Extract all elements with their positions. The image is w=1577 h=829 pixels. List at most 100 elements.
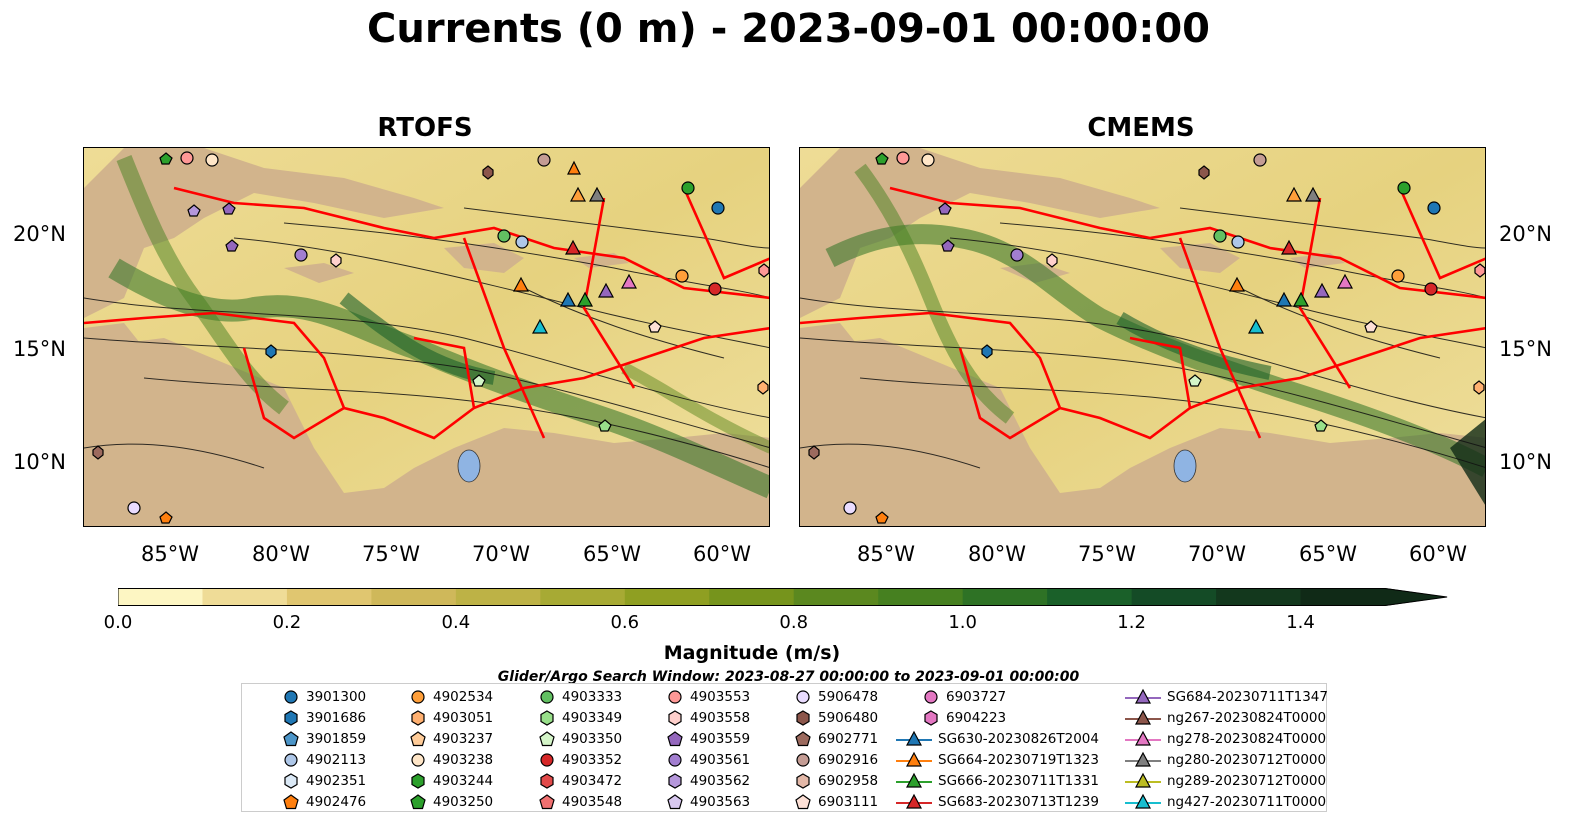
lon-tick-left-70: 70°W [472, 542, 530, 566]
legend-label: 4903472 [562, 773, 623, 789]
colorbar-segment [1300, 588, 1386, 606]
legend-label: 4903350 [562, 731, 623, 747]
legend-item: 3901300 [256, 687, 366, 707]
legend-item: 4903349 [512, 708, 622, 728]
legend-label: 6904223 [946, 710, 1007, 726]
legend-label: 4903563 [690, 794, 751, 810]
legend-item: 3901686 [256, 708, 366, 728]
colorbar-tick-label: 0.4 [441, 612, 471, 633]
colorbar-segment [202, 588, 288, 606]
legend-label: 4903051 [433, 710, 494, 726]
legend-label: ng267-20230824T0000 [1167, 710, 1327, 726]
legend-label: 4903559 [690, 731, 751, 747]
hexagon-marker-icon [411, 773, 425, 789]
legend-item: 4903352 [512, 750, 622, 770]
hexagon-marker-icon [411, 710, 425, 726]
legend-label: 6902958 [818, 773, 879, 789]
legend-item: ng289-20230712T0000 [1125, 771, 1326, 791]
legend-label: 4903238 [433, 752, 494, 768]
colorbar-segment [286, 588, 372, 606]
hexagon-marker-icon [540, 710, 554, 726]
legend-label: SG664-20230719T1323 [938, 752, 1099, 768]
colorbar-segment [371, 588, 457, 606]
triangle-marker-icon [896, 772, 932, 788]
triangle-marker-icon [1125, 730, 1161, 746]
legend-item: 4903051 [383, 708, 493, 728]
legend-label: 4903561 [690, 752, 751, 768]
legend-item: 4903558 [640, 708, 750, 728]
lat-tick-left-20: 20°N [13, 222, 66, 246]
legend-item: 4903562 [640, 771, 750, 791]
map-cmems-svg [800, 148, 1485, 526]
pentagon-marker-icon [667, 794, 683, 810]
legend-label: 4902476 [306, 794, 367, 810]
legend-item: 4903238 [383, 750, 493, 770]
triangle-marker-icon [896, 793, 932, 809]
legend-label: 5906478 [818, 689, 879, 705]
colorbar-segment [962, 588, 1048, 606]
colorbar-tick-label: 0.8 [779, 612, 809, 633]
legend-item: 6902771 [768, 729, 878, 749]
legend-label: 4902534 [433, 689, 494, 705]
legend-item: SG684-20230711T1347 [1125, 687, 1328, 707]
colorbar-outline [117, 588, 1448, 606]
legend-label: ng289-20230712T0000 [1167, 773, 1327, 789]
legend-item: 5906478 [768, 687, 878, 707]
map-cmems[interactable] [799, 147, 1486, 527]
hexagon-marker-icon [668, 710, 682, 726]
legend-label: ng280-20230712T0000 [1167, 752, 1327, 768]
colorbar-segment [1047, 588, 1133, 606]
colorbar-segment [540, 588, 626, 606]
colorbar [117, 588, 1448, 606]
legend-item: 4903333 [512, 687, 622, 707]
pentagon-marker-icon [795, 794, 811, 810]
legend-item: 4903559 [640, 729, 750, 749]
legend-label: 4903548 [562, 794, 623, 810]
triangle-marker-icon [1125, 688, 1161, 704]
legend: 3901300 3901686 3901859 4902113 4902351 49024… [241, 683, 1328, 812]
colorbar-tick-label: 0.6 [610, 612, 640, 633]
pentagon-marker-icon [795, 731, 811, 747]
lon-tick-right-80: 80°W [968, 542, 1026, 566]
pentagon-marker-icon [410, 731, 426, 747]
legend-item: 4903548 [512, 792, 622, 812]
lon-tick-left-85: 85°W [141, 542, 199, 566]
legend-label: 5906480 [818, 710, 879, 726]
legend-item: 4903250 [383, 792, 493, 812]
hexagon-marker-icon [284, 710, 298, 726]
colorbar-segment [1216, 588, 1302, 606]
legend-label: 6902771 [818, 731, 879, 747]
panel-title-cmems: CMEMS [1087, 113, 1195, 143]
legend-label: 4903333 [562, 689, 623, 705]
colorbar-tick-label: 0.0 [103, 612, 133, 633]
lon-tick-right-70: 70°W [1188, 542, 1246, 566]
map-rtofs[interactable] [83, 147, 770, 527]
colorbar-tick-label: 1.2 [1117, 612, 1146, 633]
circle-marker-icon [411, 753, 425, 767]
colorbar-segment [709, 588, 795, 606]
panel-title-rtofs: RTOFS [377, 113, 473, 143]
pentagon-marker-icon [283, 794, 299, 810]
legend-item: 4903350 [512, 729, 622, 749]
legend-item: 3901859 [256, 729, 366, 749]
colorbar-segment [118, 588, 204, 606]
legend-label: 3901859 [306, 731, 367, 747]
hexagon-marker-icon [284, 773, 298, 789]
legend-item: 4902476 [256, 792, 366, 812]
legend-item: 6903727 [896, 687, 1006, 707]
lon-tick-right-85: 85°W [857, 542, 915, 566]
circle-marker-icon [796, 690, 810, 704]
triangle-marker-icon [896, 730, 932, 746]
legend-label: 6903111 [818, 794, 879, 810]
legend-label: ng278-20230824T0000 [1167, 731, 1327, 747]
legend-item: ng267-20230824T0000 [1125, 708, 1326, 728]
triangle-marker-icon [1125, 709, 1161, 725]
lat-tick-left-15: 15°N [13, 337, 66, 361]
circle-marker-icon [540, 690, 554, 704]
colorbar-segment [878, 588, 964, 606]
legend-item: 4903472 [512, 771, 622, 791]
lon-tick-left-65: 65°W [583, 542, 641, 566]
legend-item: SG683-20230713T1239 [896, 792, 1099, 812]
legend-label: 3901686 [306, 710, 367, 726]
pentagon-marker-icon [667, 731, 683, 747]
